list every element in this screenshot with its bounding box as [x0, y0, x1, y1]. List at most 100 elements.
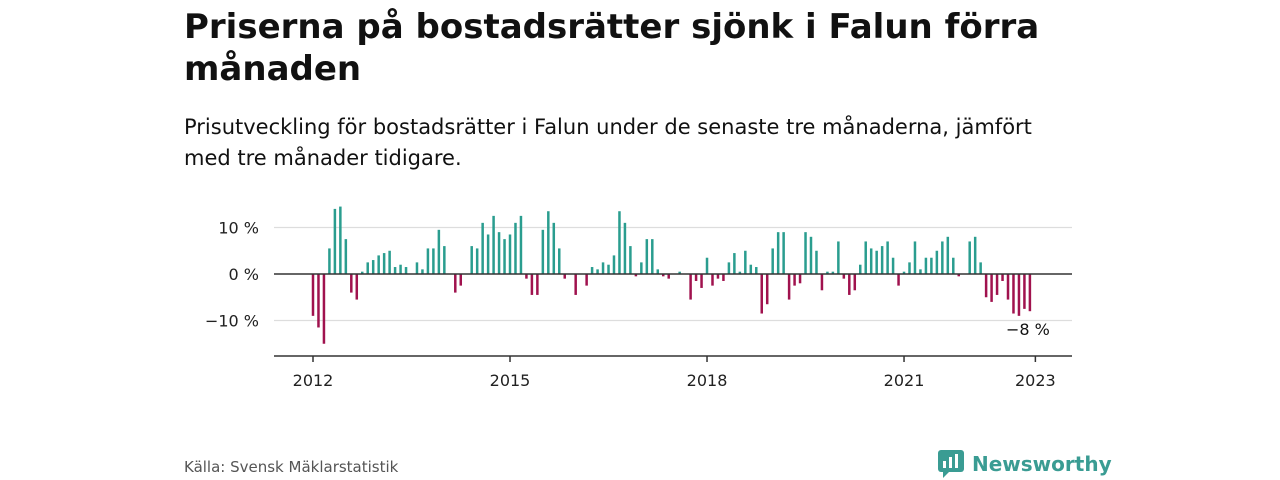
- bar: [470, 246, 473, 274]
- bar: [705, 257, 709, 274]
- bar: [1017, 274, 1021, 316]
- bar: [995, 274, 999, 295]
- y-tick-label: 10 %: [218, 219, 259, 238]
- bar: [503, 239, 506, 274]
- bar: [525, 274, 528, 279]
- bar: [722, 274, 725, 281]
- bar: [607, 264, 610, 274]
- bar: [344, 239, 348, 274]
- bar: [486, 234, 490, 274]
- bar: [952, 257, 955, 274]
- bar: [727, 262, 731, 274]
- bar: [755, 267, 758, 274]
- axes: [274, 273, 1072, 362]
- bar: [656, 269, 660, 274]
- bar: [415, 262, 419, 274]
- bar: [765, 274, 769, 305]
- bar: [382, 253, 386, 274]
- bar: [640, 262, 643, 274]
- bar: [355, 274, 359, 300]
- grid-lines: [274, 226, 1072, 322]
- bar: [738, 271, 742, 274]
- bar: [1012, 274, 1015, 314]
- bar: [979, 262, 982, 274]
- x-tick-label: 2021: [884, 371, 925, 390]
- source-note: Källa: Svensk Mäklarstatistik: [184, 458, 399, 476]
- bar: [837, 241, 840, 274]
- bar: [760, 274, 763, 314]
- bar: [590, 267, 594, 274]
- bar: [864, 241, 867, 274]
- y-tick-label: −10 %: [205, 312, 259, 331]
- bar: [552, 222, 556, 274]
- bar: [913, 241, 917, 274]
- bar: [317, 274, 320, 328]
- bar: [339, 206, 342, 274]
- bar: [388, 250, 391, 274]
- tick-labels: 10 % 0 % −10 % 2012 2015 2018 2021 2023 −8 %: [205, 219, 1056, 391]
- bar: [776, 232, 780, 274]
- bar: [1001, 274, 1004, 281]
- bar: [574, 274, 577, 295]
- annotation-last-value: −8 %: [1006, 320, 1050, 339]
- bar: [831, 271, 835, 274]
- y-tick-label: 0 %: [229, 265, 259, 284]
- bar: [842, 274, 846, 279]
- bar: [612, 255, 616, 274]
- bar: [897, 274, 900, 286]
- bar: [623, 222, 627, 274]
- bar: [661, 274, 665, 277]
- bar: [733, 253, 736, 274]
- x-tick-label: 2015: [490, 371, 531, 390]
- bar: [716, 274, 720, 279]
- bar: [711, 274, 714, 286]
- bar: [618, 211, 621, 274]
- bar: [875, 250, 878, 274]
- bar: [536, 274, 539, 295]
- x-tick-label: 2023: [1015, 371, 1056, 390]
- bar: [601, 262, 605, 274]
- bar: [957, 274, 961, 277]
- bar: [634, 274, 638, 277]
- bar: [946, 236, 950, 274]
- bar: [377, 255, 380, 274]
- brand-name: Newsworthy: [972, 452, 1112, 476]
- bar: [399, 264, 402, 274]
- bar: [891, 257, 895, 274]
- bar: [689, 274, 692, 300]
- bar: [328, 248, 331, 274]
- bar: [924, 257, 928, 274]
- bar: [645, 239, 649, 274]
- bar: [826, 271, 829, 274]
- bar: [404, 267, 408, 274]
- bar: [678, 271, 681, 274]
- bar: [941, 241, 944, 274]
- bar: [749, 264, 753, 274]
- bar: [869, 248, 873, 274]
- bar: [930, 257, 933, 274]
- bar: [1028, 274, 1032, 312]
- bar: [1006, 274, 1010, 300]
- chart-title: Priserna på bostadsrätter sjönk i Falun …: [184, 7, 1040, 89]
- bar: [793, 274, 796, 286]
- bar: [514, 222, 517, 274]
- brand-logo[interactable]: Newsworthy: [938, 450, 1112, 478]
- bar: [880, 246, 884, 274]
- bar: [919, 269, 922, 274]
- bar: [859, 264, 862, 274]
- bar: [541, 229, 545, 274]
- bar: [421, 269, 424, 274]
- bars: [311, 206, 1032, 344]
- bar: [700, 274, 703, 288]
- bar: [651, 239, 654, 274]
- bar: [333, 208, 337, 274]
- bar: [454, 274, 457, 293]
- bar: [629, 246, 632, 274]
- bar: [798, 274, 802, 284]
- bar: [667, 274, 670, 279]
- bar: [519, 215, 523, 274]
- bar: [1023, 274, 1026, 309]
- x-tick-label: 2018: [687, 371, 728, 390]
- bar: [809, 236, 813, 274]
- bar: [361, 271, 364, 274]
